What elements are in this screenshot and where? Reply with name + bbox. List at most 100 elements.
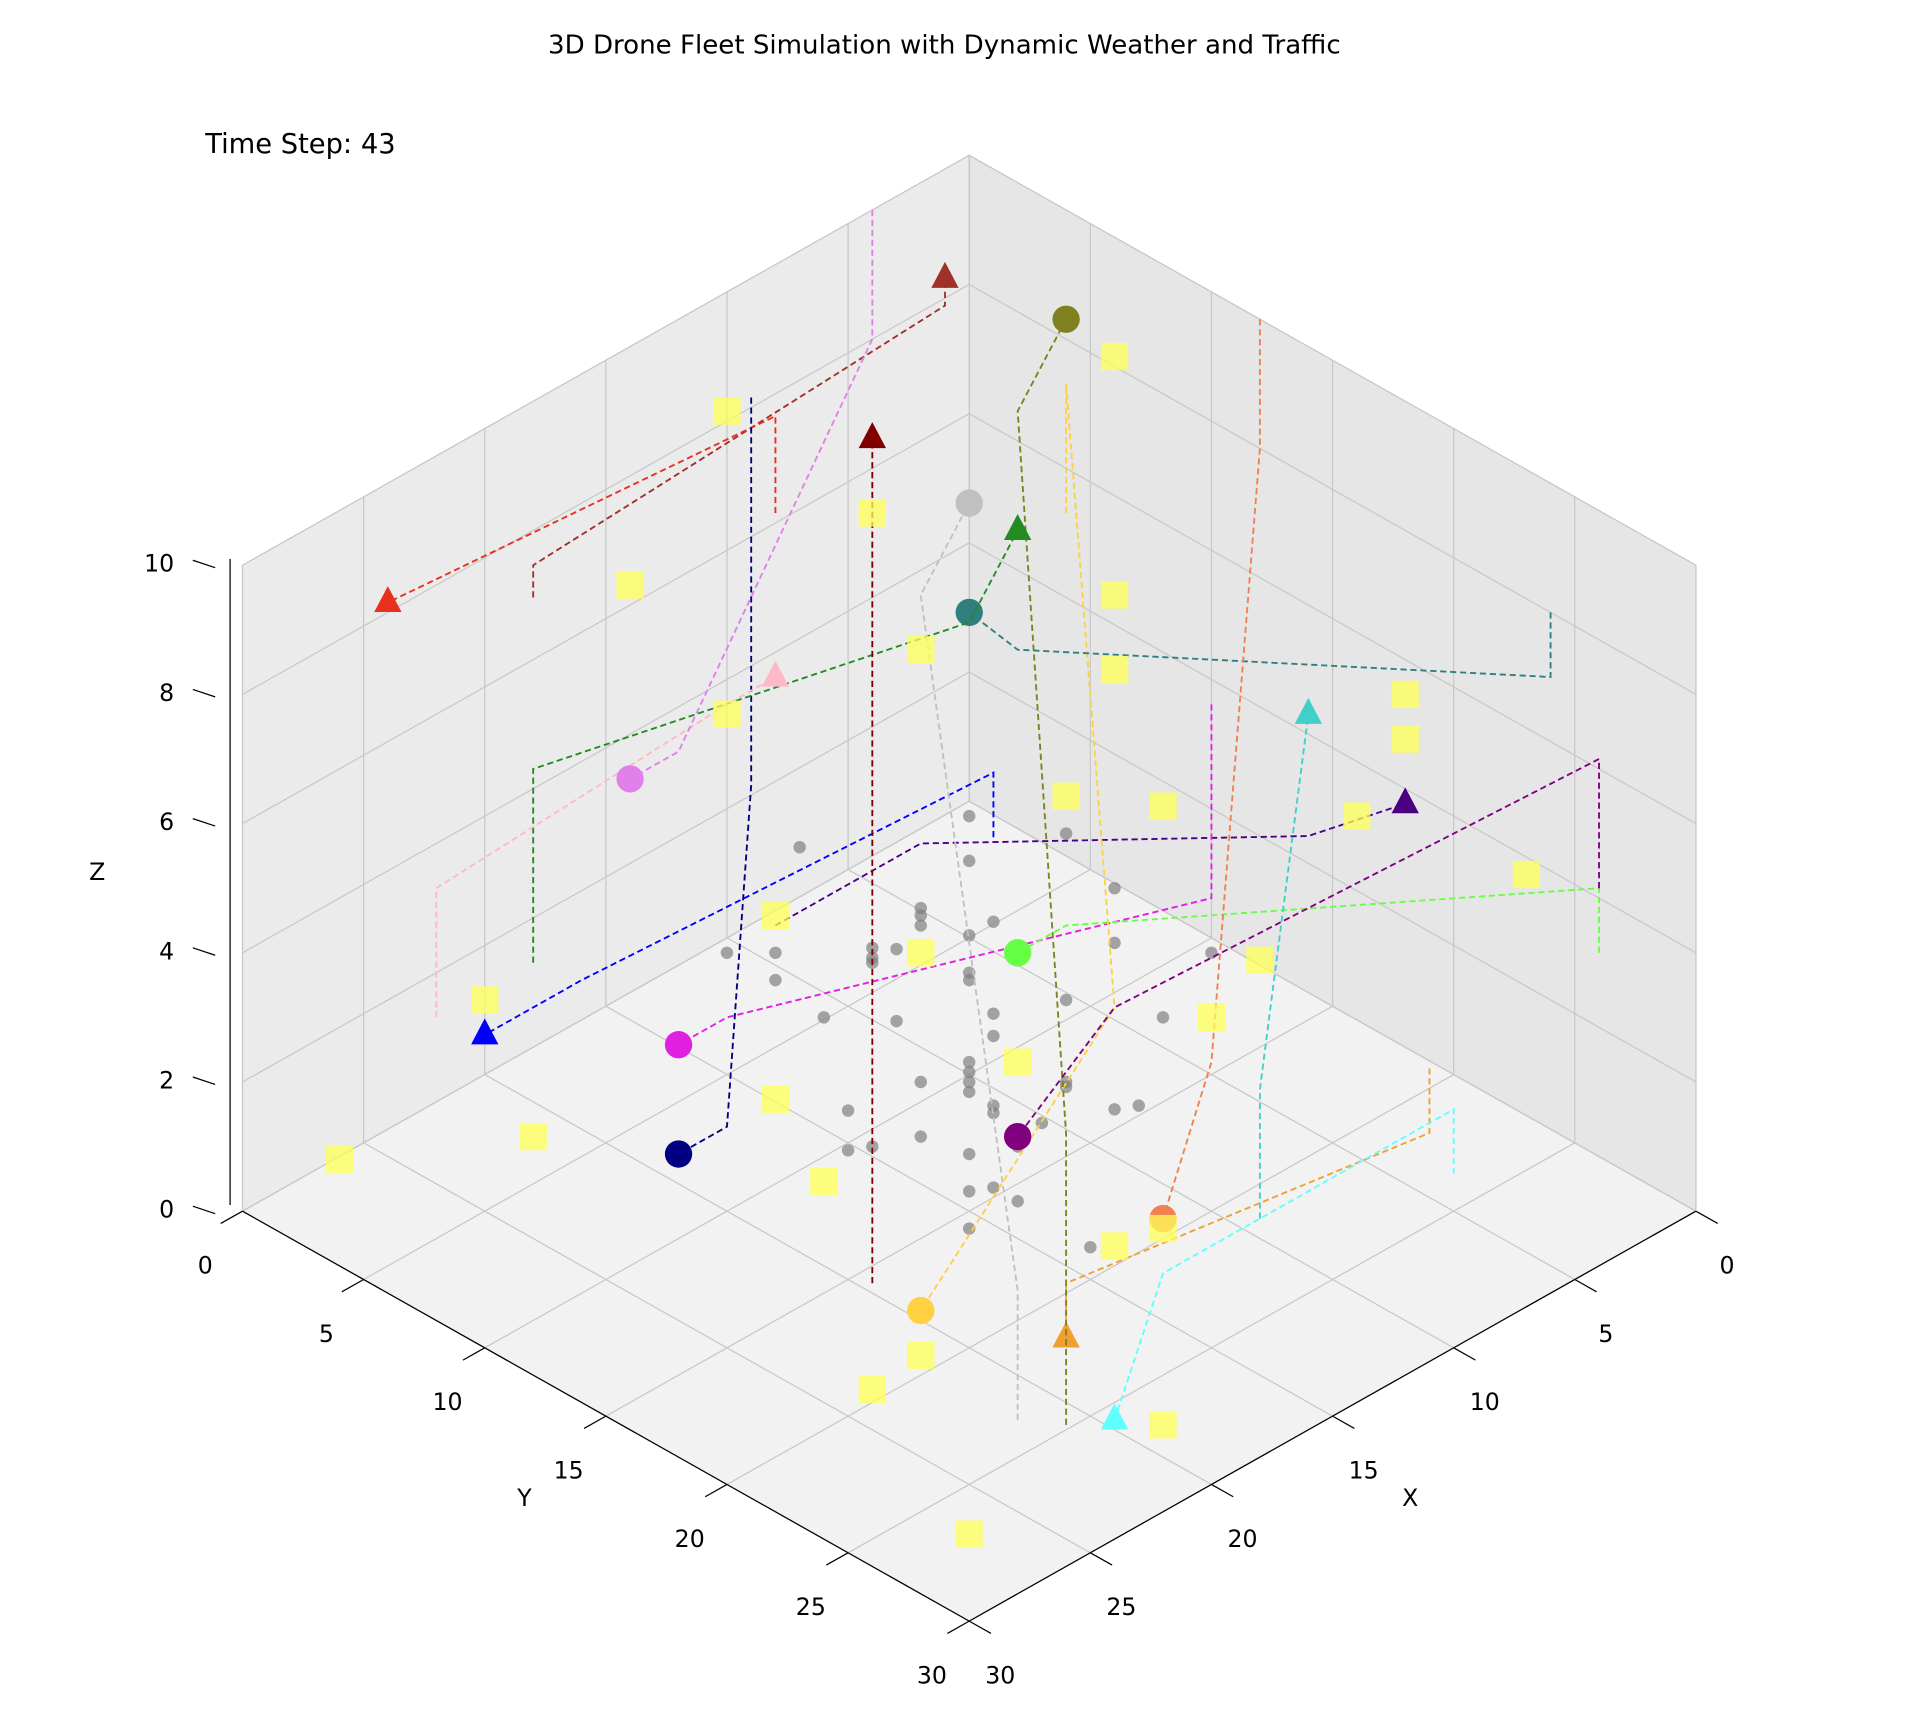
traffic-point: [963, 973, 976, 987]
grid-line: [242, 800, 970, 1212]
traffic-point: [769, 946, 782, 959]
y-tick-label: 5: [319, 1320, 334, 1348]
weather-cell: [713, 700, 741, 728]
traffic-point: [1108, 936, 1121, 950]
x-tick-label: 25: [1106, 1593, 1136, 1621]
drone-trajectory: [1113, 1107, 1455, 1421]
weather-cell: [1343, 802, 1371, 830]
chart-title: 3D Drone Fleet Simulation with Dynamic W…: [548, 30, 1341, 60]
grid-line: [968, 542, 1697, 954]
z-axis-label: Z: [89, 858, 105, 886]
traffic-point: [987, 1029, 1000, 1043]
z-tick-mark: [192, 947, 216, 956]
x-axis-label: X: [1402, 1484, 1418, 1512]
z-tick-label: 2: [159, 1066, 174, 1094]
grid-line: [968, 671, 1697, 1083]
traffic-point: [1084, 1240, 1097, 1254]
grid-line: [847, 1142, 1576, 1554]
y-tick-label: 10: [432, 1388, 462, 1416]
traffic-point: [963, 1222, 976, 1235]
z-tick-mark: [192, 559, 216, 569]
traffic-point: [914, 1130, 927, 1143]
drone-trajectory: [919, 383, 1116, 1312]
weather-cell: [907, 636, 935, 664]
x-tick-mark: [1090, 1552, 1113, 1566]
drone-marker: [1100, 1403, 1129, 1430]
weather-cell: [761, 901, 790, 930]
y-tick-label: 15: [554, 1457, 584, 1485]
x-tick-mark: [1574, 1278, 1597, 1293]
weather-cell: [1512, 860, 1541, 889]
weather-cell: [713, 397, 741, 425]
traffic-point: [963, 809, 976, 823]
weather-cell: [1100, 655, 1129, 684]
y-tick-mark: [341, 1278, 364, 1293]
drone-trajectory: [629, 209, 874, 780]
weather-cell: [519, 1122, 547, 1151]
traffic-point: [987, 1181, 1000, 1194]
z-tick-label: 10: [144, 550, 174, 578]
z-tick-label: 0: [159, 1196, 174, 1224]
drone-trajectory: [774, 802, 1406, 927]
x-tick-label: 15: [1349, 1457, 1379, 1485]
x-tick-label: 20: [1227, 1525, 1257, 1553]
drone-marker: [664, 1031, 693, 1059]
weather-cell: [616, 571, 644, 599]
traffic-point: [963, 854, 976, 868]
traffic-point: [914, 909, 927, 922]
drone-marker: [1003, 939, 1032, 967]
y-tick-label: 25: [796, 1593, 826, 1621]
grid-line: [242, 413, 970, 825]
weather-cell: [1391, 680, 1419, 709]
traffic-point: [866, 951, 879, 964]
traffic-point: [1132, 1099, 1145, 1112]
y-tick-label: 30: [917, 1662, 947, 1690]
z-tick-mark: [192, 1205, 216, 1215]
weather-cell: [858, 1375, 886, 1404]
x-tick-mark: [968, 1620, 992, 1634]
traffic-point: [769, 973, 782, 987]
x-tick-mark: [1453, 1347, 1476, 1361]
drone-trajectory: [678, 397, 753, 1155]
traffic-point: [963, 1185, 976, 1198]
x-axis-line: [968, 1210, 1697, 1622]
drone-trajectory: [484, 771, 995, 1036]
traffic-point: [866, 1140, 879, 1153]
x-tick-mark: [1695, 1210, 1719, 1225]
x-tick-label: 10: [1470, 1388, 1500, 1416]
y-tick-label: 20: [675, 1525, 705, 1553]
traffic-point: [841, 1104, 855, 1117]
traffic-point: [1205, 946, 1218, 959]
weather-cell: [1149, 1411, 1177, 1439]
traffic-point: [1108, 1103, 1121, 1116]
weather-cell: [761, 1085, 790, 1114]
weather-cell: [325, 1145, 354, 1174]
y-tick-mark: [825, 1552, 849, 1566]
drone-trajectory: [1162, 319, 1261, 1219]
traffic-point: [987, 1007, 1000, 1020]
y-axis-label: Y: [516, 1484, 532, 1512]
traffic-point: [890, 1014, 903, 1028]
z-tick-mark: [192, 818, 216, 827]
weather-cell: [1003, 1048, 1032, 1076]
weather-cell: [1149, 1214, 1177, 1243]
drone-marker: [931, 261, 959, 288]
traffic-point: [963, 1147, 976, 1161]
y-axis-line: [242, 1210, 970, 1622]
drone-trajectory: [532, 278, 946, 598]
y-tick-mark: [704, 1483, 728, 1498]
weather-cell: [1197, 1003, 1226, 1032]
z-tick-mark: [192, 1076, 216, 1086]
drone-marker: [1294, 697, 1323, 724]
traffic-point: [890, 942, 903, 956]
x-tick-label: 5: [1598, 1320, 1613, 1348]
drone-trajectory: [435, 676, 776, 1018]
drone-marker: [1003, 514, 1032, 540]
grid-line: [968, 800, 1697, 1212]
drone-trajectory: [532, 529, 1019, 963]
x-tick-label: 0: [1719, 1252, 1734, 1280]
traffic-point: [1156, 1011, 1170, 1024]
traffic-point: [963, 1065, 976, 1079]
grid-line: [968, 283, 1697, 695]
